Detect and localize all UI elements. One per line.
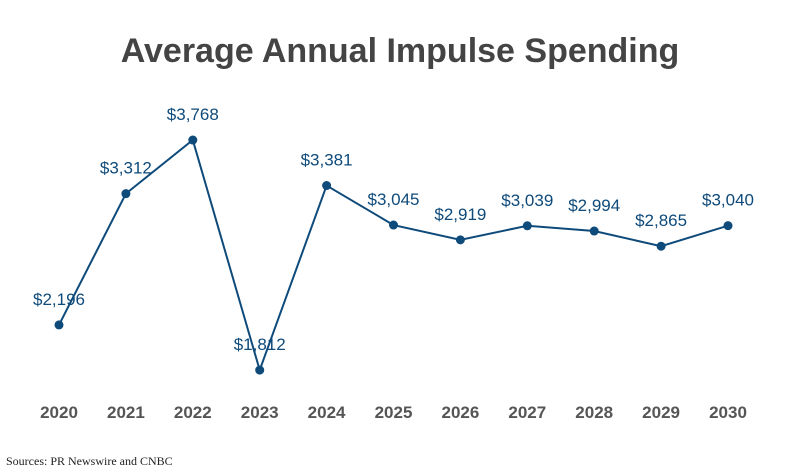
- data-point: [188, 135, 198, 145]
- data-point: [121, 189, 131, 199]
- data-label: $3,045: [368, 190, 420, 209]
- data-point: [455, 235, 465, 245]
- x-tick-label: 2023: [241, 403, 279, 422]
- data-point: [723, 221, 733, 231]
- data-label: $3,312: [100, 159, 152, 178]
- data-label: $3,381: [301, 151, 353, 170]
- chart-title: Average Annual Impulse Spending: [120, 32, 680, 70]
- data-label: $2,865: [635, 211, 687, 230]
- x-tick-label: 2020: [40, 403, 78, 422]
- data-point: [389, 220, 398, 230]
- series-line: [58, 138, 729, 374]
- data-point: [589, 226, 599, 236]
- data-point: [255, 365, 265, 375]
- data-label: $1,812: [234, 335, 286, 354]
- data-point: [54, 320, 64, 330]
- data-label: $2,919: [434, 205, 486, 224]
- x-tick-label: 2024: [308, 403, 346, 422]
- data-label: $2,994: [568, 196, 620, 215]
- x-tick-label: 2022: [174, 403, 212, 422]
- x-tick-label: 2021: [107, 403, 145, 422]
- data-label: $3,040: [702, 191, 754, 210]
- source-note: Sources: PR Newswire and CNBC: [6, 454, 173, 468]
- data-label: $3,039: [501, 191, 553, 210]
- x-tick-label: 2027: [508, 403, 546, 422]
- data-point: [322, 181, 332, 191]
- x-tick-label: 2028: [575, 403, 613, 422]
- data-point: [656, 241, 666, 251]
- x-tick-label: 2030: [709, 403, 747, 422]
- data-point: [522, 221, 532, 231]
- x-tick-label: 2025: [375, 403, 413, 422]
- x-tick-label: 2029: [642, 403, 680, 422]
- data-label: $3,768: [167, 105, 219, 124]
- data-label: $2,196: [33, 290, 85, 309]
- x-tick-label: 2026: [441, 403, 479, 422]
